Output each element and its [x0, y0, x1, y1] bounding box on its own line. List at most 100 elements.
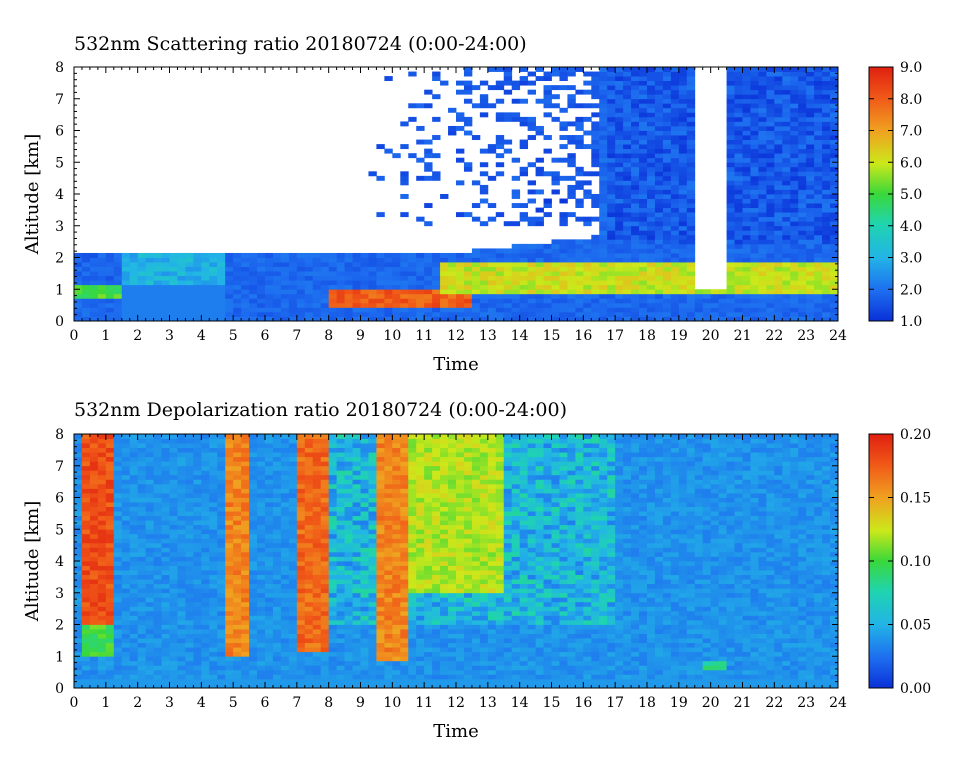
heatmap-cell: [233, 479, 242, 485]
heatmap-cell: [328, 529, 338, 535]
heatmap-cell: [607, 71, 616, 77]
heatmap-cell: [551, 293, 560, 299]
heatmap-cell: [113, 257, 123, 263]
heatmap-cell: [750, 121, 759, 127]
heatmap-cell: [352, 316, 361, 322]
heatmap-cell: [782, 135, 791, 140]
heatmap-cell: [670, 116, 680, 122]
heatmap-cell: [177, 443, 186, 449]
heatmap-cell: [145, 665, 154, 671]
heatmap-cell: [559, 293, 568, 299]
heatmap-cell: [177, 565, 186, 571]
heatmap-cell: [670, 284, 680, 290]
heatmap-cell: [328, 252, 338, 258]
heatmap-cell: [678, 125, 688, 131]
heatmap-cell: [479, 184, 489, 190]
heatmap-cell: [456, 80, 465, 86]
heatmap-cell: [336, 275, 345, 281]
heatmap-cell: [599, 243, 608, 249]
heatmap-cell: [169, 610, 178, 616]
heatmap-cell: [670, 316, 680, 322]
heatmap-cell: [551, 289, 560, 295]
heatmap-cell: [654, 221, 664, 227]
heatmap-cell: [233, 665, 242, 671]
heatmap-cell: [511, 252, 521, 258]
heatmap-cell: [448, 284, 457, 290]
heatmap-cell: [822, 85, 831, 91]
heatmap-cell: [304, 660, 314, 666]
heatmap-cell: [296, 561, 306, 566]
heatmap-cell: [678, 80, 688, 86]
heatmap-cell: [312, 524, 322, 530]
heatmap-cell: [662, 189, 672, 195]
heatmap-cell: [153, 465, 162, 471]
heatmap-cell: [193, 606, 202, 612]
heatmap-cell: [177, 284, 186, 290]
heatmap-cell: [89, 271, 99, 277]
heatmap-cell: [742, 198, 751, 204]
heatmap-cell: [97, 271, 107, 277]
heatmap-cell: [74, 271, 83, 277]
heatmap-cell: [81, 533, 91, 539]
heatmap-cell: [456, 284, 465, 290]
heatmap-cell: [320, 529, 330, 535]
heatmap-cell: [137, 511, 147, 517]
heatmap-cell: [750, 189, 759, 195]
heatmap-cell: [209, 583, 218, 589]
heatmap-cell: [201, 629, 210, 634]
heatmap-cell: [782, 248, 791, 254]
heatmap-cell: [249, 601, 258, 607]
heatmap-cell: [440, 293, 449, 299]
heatmap-cell: [647, 184, 656, 190]
heatmap-cell: [217, 551, 226, 557]
heatmap-cell: [217, 515, 226, 521]
heatmap-cell: [217, 529, 226, 535]
heatmap-cell: [416, 280, 425, 286]
heatmap-cell: [336, 647, 345, 653]
heatmap-cell: [81, 624, 91, 630]
heatmap-cell: [726, 284, 735, 290]
heatmap-cell: [336, 638, 345, 644]
heatmap-cell: [288, 656, 298, 662]
heatmap-cell: [654, 107, 664, 113]
heatmap-cell: [750, 234, 759, 240]
heatmap-cell: [615, 194, 624, 199]
heatmap-cell: [615, 271, 624, 277]
heatmap-cell: [344, 252, 353, 258]
heatmap-cell: [113, 583, 123, 589]
heatmap-cell: [822, 298, 831, 304]
heatmap-cell: [734, 162, 743, 168]
heatmap-cell: [376, 289, 385, 295]
heatmap-cell: [193, 524, 202, 530]
heatmap-cell: [312, 674, 322, 680]
heatmap-cell: [678, 135, 688, 140]
heatmap-cell: [631, 266, 640, 272]
heatmap-cell: [288, 556, 298, 562]
heatmap-cell: [583, 216, 592, 222]
heatmap-cell: [304, 275, 314, 281]
heatmap-cell: [607, 94, 616, 100]
heatmap-cell: [272, 506, 282, 512]
heatmap-cell: [750, 262, 759, 267]
heatmap-cell: [105, 601, 115, 607]
heatmap-cell: [782, 80, 791, 86]
heatmap-cell: [678, 271, 688, 277]
heatmap-cell: [583, 248, 592, 254]
heatmap-cell: [225, 615, 234, 621]
heatmap-cell: [694, 316, 704, 322]
heatmap-cell: [89, 551, 99, 557]
heatmap-cell: [296, 588, 306, 594]
heatmap-cell: [495, 144, 505, 150]
heatmap-cell: [392, 271, 401, 277]
heatmap-cell: [766, 125, 775, 131]
heatmap-cell: [782, 71, 791, 77]
heatmap-cell: [265, 289, 274, 295]
heatmap-cell: [615, 89, 624, 95]
heatmap-cell: [169, 533, 178, 539]
heatmap-cell: [288, 438, 298, 444]
heatmap-cell: [89, 461, 99, 467]
heatmap-cell: [463, 252, 473, 258]
heatmap-cell: [535, 289, 544, 295]
heatmap-cell: [257, 561, 266, 566]
heatmap-cell: [193, 483, 202, 489]
